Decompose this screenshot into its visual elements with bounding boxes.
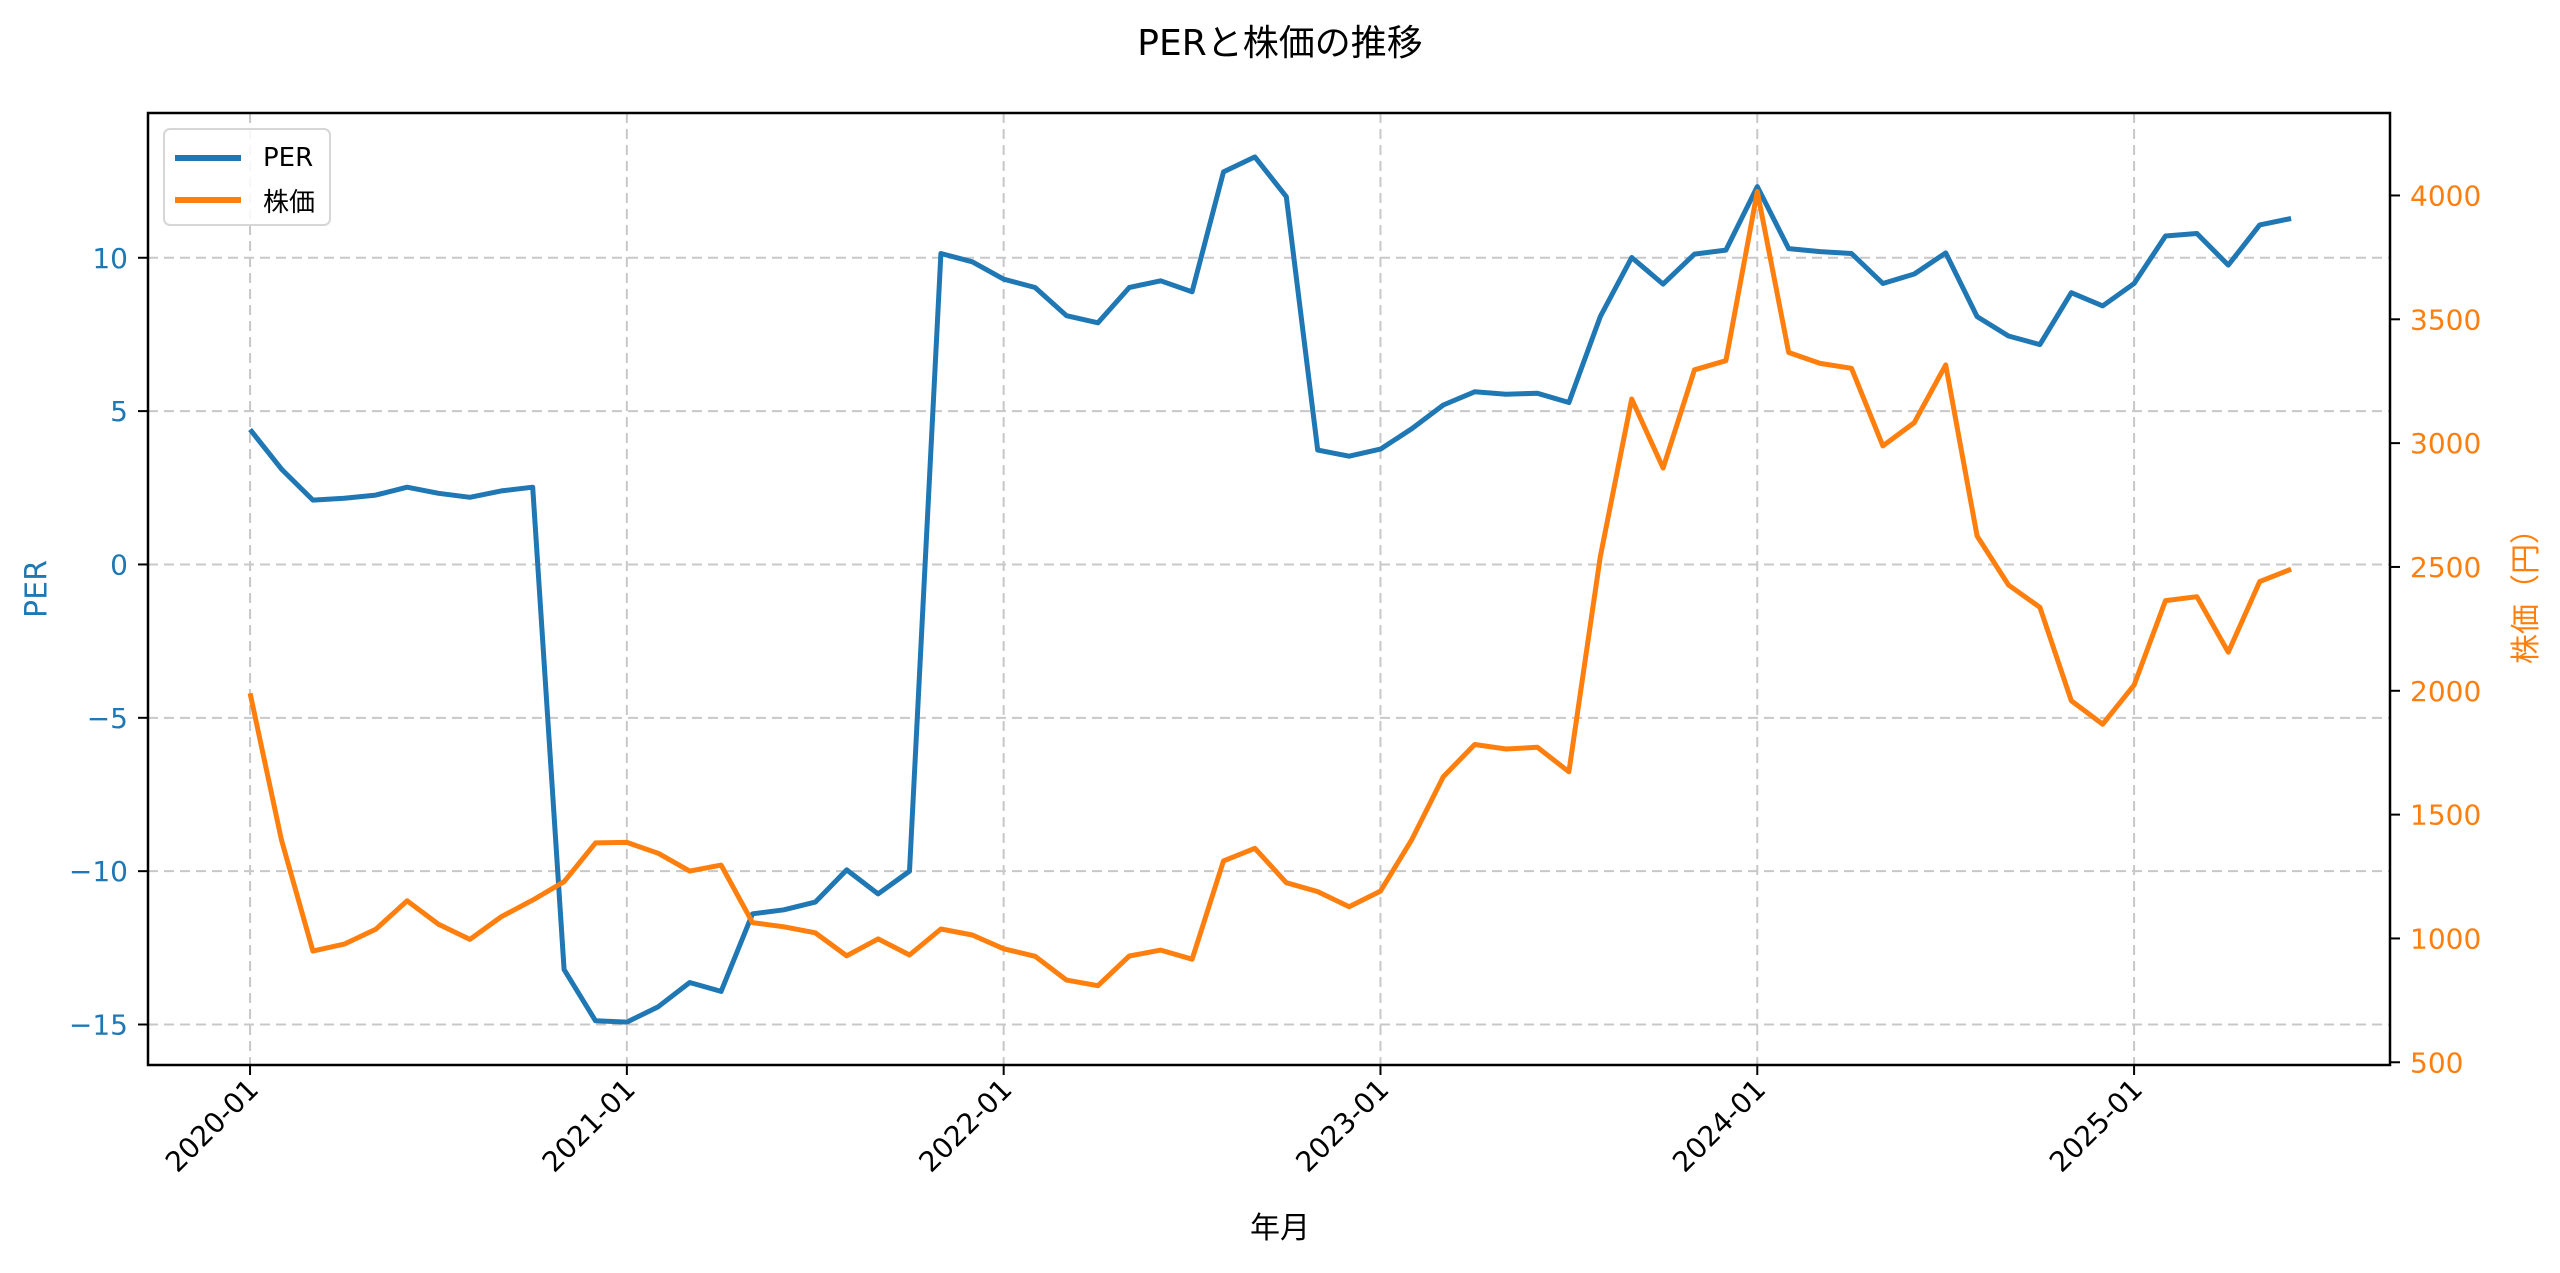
y-tick-label-right: 3500 — [2410, 303, 2481, 336]
legend-swatch-price — [175, 197, 241, 203]
y-tick-label-left: 5 — [110, 395, 128, 428]
x-tick-label: 2022-01 — [913, 1073, 1019, 1179]
y-tick-label-left: −10 — [69, 855, 128, 888]
y-axis-label-per: PER — [19, 560, 55, 618]
x-tick-label: 2025-01 — [2043, 1073, 2149, 1179]
legend: PER 株価 — [163, 128, 331, 226]
y-tick-label-left: −15 — [69, 1009, 128, 1042]
x-tick-label: 2020-01 — [159, 1073, 265, 1179]
y-tick-label-right: 4000 — [2410, 179, 2481, 212]
y-tick-label-right: 2000 — [2410, 675, 2481, 708]
y-axis-label-price: 株価（円） — [2509, 514, 2544, 664]
y-tick-label-left: 10 — [92, 242, 128, 275]
y-tick-label-left: −5 — [87, 702, 128, 735]
y-tick-label-right: 500 — [2410, 1046, 2463, 1079]
legend-label-price: 株価 — [263, 187, 316, 218]
legend-item-per: PER — [175, 138, 313, 178]
x-tick-label: 2023-01 — [1289, 1073, 1395, 1179]
plot-frame — [146, 111, 2392, 1067]
y-tick-label-right: 3000 — [2410, 427, 2481, 460]
legend-swatch-per — [175, 155, 241, 161]
series-line-per — [248, 154, 2292, 1025]
x-tick-label: 2024-01 — [1666, 1073, 1772, 1179]
legend-item-price: 株価 — [175, 180, 315, 220]
series-line-price — [247, 189, 2293, 989]
y-tick-label-right: 1000 — [2410, 922, 2481, 955]
y-tick-label-right: 1500 — [2410, 799, 2481, 832]
x-tick-label: 2021-01 — [536, 1073, 642, 1179]
y-tick-label-left: 0 — [110, 548, 128, 581]
y-tick-label-right: 2500 — [2410, 551, 2481, 584]
chart-title: PERと株価の推移 — [1137, 23, 1423, 64]
x-axis-label: 年月 — [1250, 1211, 1310, 1246]
legend-label-per: PER — [263, 143, 314, 173]
